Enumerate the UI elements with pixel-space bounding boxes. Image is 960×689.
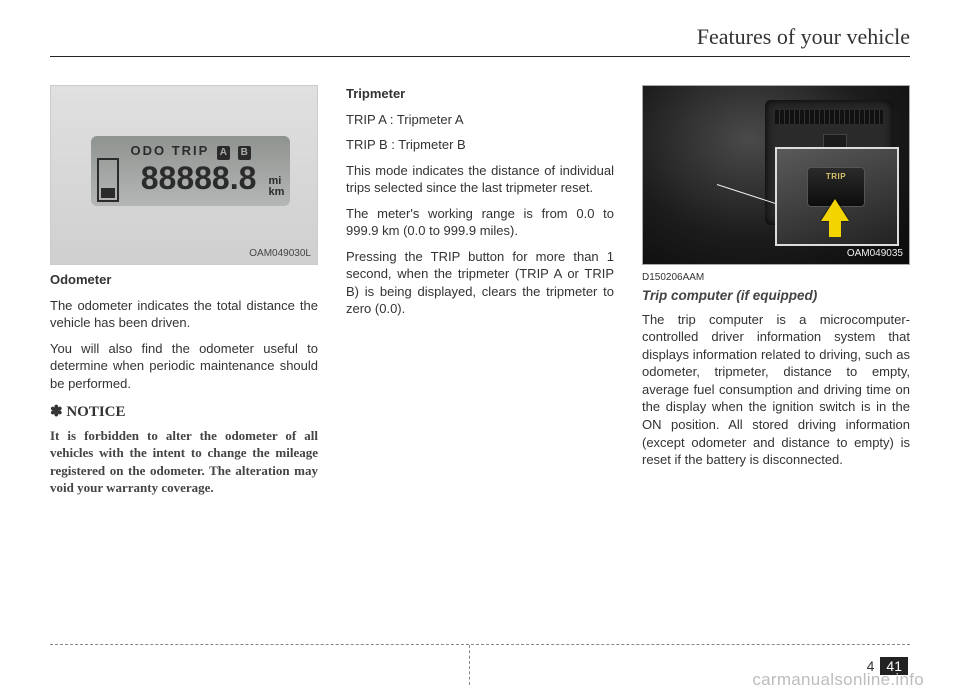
footer-dotted-rule bbox=[50, 644, 910, 645]
trip-button-inset: TRIP bbox=[775, 147, 899, 246]
tripmeter-heading: Tripmeter bbox=[346, 85, 614, 103]
trip-computer-paragraph: The trip computer is a microcomputer-con… bbox=[642, 311, 910, 469]
odometer-heading: Odometer bbox=[50, 271, 318, 289]
column-1: ODO TRIP A B 88888.8 mi km OAM049030L Od… bbox=[50, 85, 318, 505]
tripmeter-paragraph-2: The meter's working range is from 0.0 to… bbox=[346, 205, 614, 240]
header-rule bbox=[50, 56, 910, 57]
figure2-caption: OAM049035 bbox=[847, 247, 903, 261]
odometer-digits: 88888.8 bbox=[101, 157, 257, 200]
notice-body: It is forbidden to alter the odometer of… bbox=[50, 427, 318, 497]
figure-odometer: ODO TRIP A B 88888.8 mi km OAM049030L bbox=[50, 85, 318, 265]
column-2: Tripmeter TRIP A : Tripmeter A TRIP B : … bbox=[346, 85, 614, 505]
trip-button-label: TRIP bbox=[808, 172, 864, 183]
section-header: Features of your vehicle bbox=[50, 24, 910, 56]
arrow-stem bbox=[829, 219, 841, 237]
trip-b-line: TRIP B : Tripmeter B bbox=[346, 136, 614, 154]
tripmeter-paragraph-3: Pressing the TRIP button for more than 1… bbox=[346, 248, 614, 318]
trip-computer-subheading: Trip computer (if equipped) bbox=[642, 287, 910, 305]
figure1-caption: OAM049030L bbox=[249, 247, 311, 261]
unit-km: km bbox=[269, 187, 285, 198]
arrow-up-icon bbox=[821, 199, 849, 221]
odometer-units: mi km bbox=[269, 176, 285, 198]
odometer-paragraph-2: You will also find the odometer useful t… bbox=[50, 340, 318, 393]
manual-page: Features of your vehicle ODO TRIP A B 88… bbox=[0, 0, 960, 689]
reference-code: D150206AAM bbox=[642, 271, 910, 285]
air-vent-icon bbox=[775, 110, 883, 124]
source-watermark: carmanualsonline.info bbox=[752, 670, 924, 689]
trip-a-line: TRIP A : Tripmeter A bbox=[346, 111, 614, 129]
notice-heading: ✽ NOTICE bbox=[50, 402, 318, 422]
figure-trip-button: TRIP OAM049035 bbox=[642, 85, 910, 265]
footer-dotted-vertical bbox=[469, 645, 470, 685]
content-columns: ODO TRIP A B 88888.8 mi km OAM049030L Od… bbox=[50, 85, 910, 505]
tripmeter-paragraph-1: This mode indicates the distance of indi… bbox=[346, 162, 614, 197]
odometer-lcd-panel: ODO TRIP A B 88888.8 mi km bbox=[91, 136, 291, 206]
column-3: TRIP OAM049035 D150206AAM Trip computer … bbox=[642, 85, 910, 505]
notice-title-text: NOTICE bbox=[66, 404, 125, 420]
odometer-paragraph-1: The odometer indicates the total distanc… bbox=[50, 297, 318, 332]
notice-mark-icon: ✽ bbox=[50, 404, 63, 420]
odo-trip-label: ODO TRIP bbox=[130, 143, 209, 158]
